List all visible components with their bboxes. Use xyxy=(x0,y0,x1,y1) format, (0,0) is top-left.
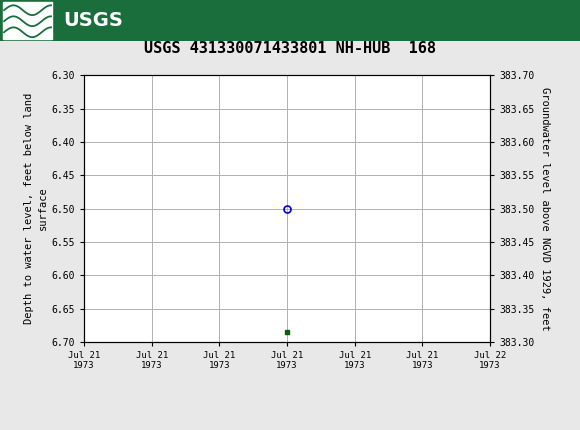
Text: USGS 431330071433801 NH-HUB  168: USGS 431330071433801 NH-HUB 168 xyxy=(144,41,436,56)
Y-axis label: Depth to water level, feet below land
surface: Depth to water level, feet below land su… xyxy=(24,93,48,324)
Text: USGS: USGS xyxy=(63,11,123,30)
Y-axis label: Groundwater level above NGVD 1929, feet: Groundwater level above NGVD 1929, feet xyxy=(540,87,550,330)
Bar xyxy=(3,2,52,39)
